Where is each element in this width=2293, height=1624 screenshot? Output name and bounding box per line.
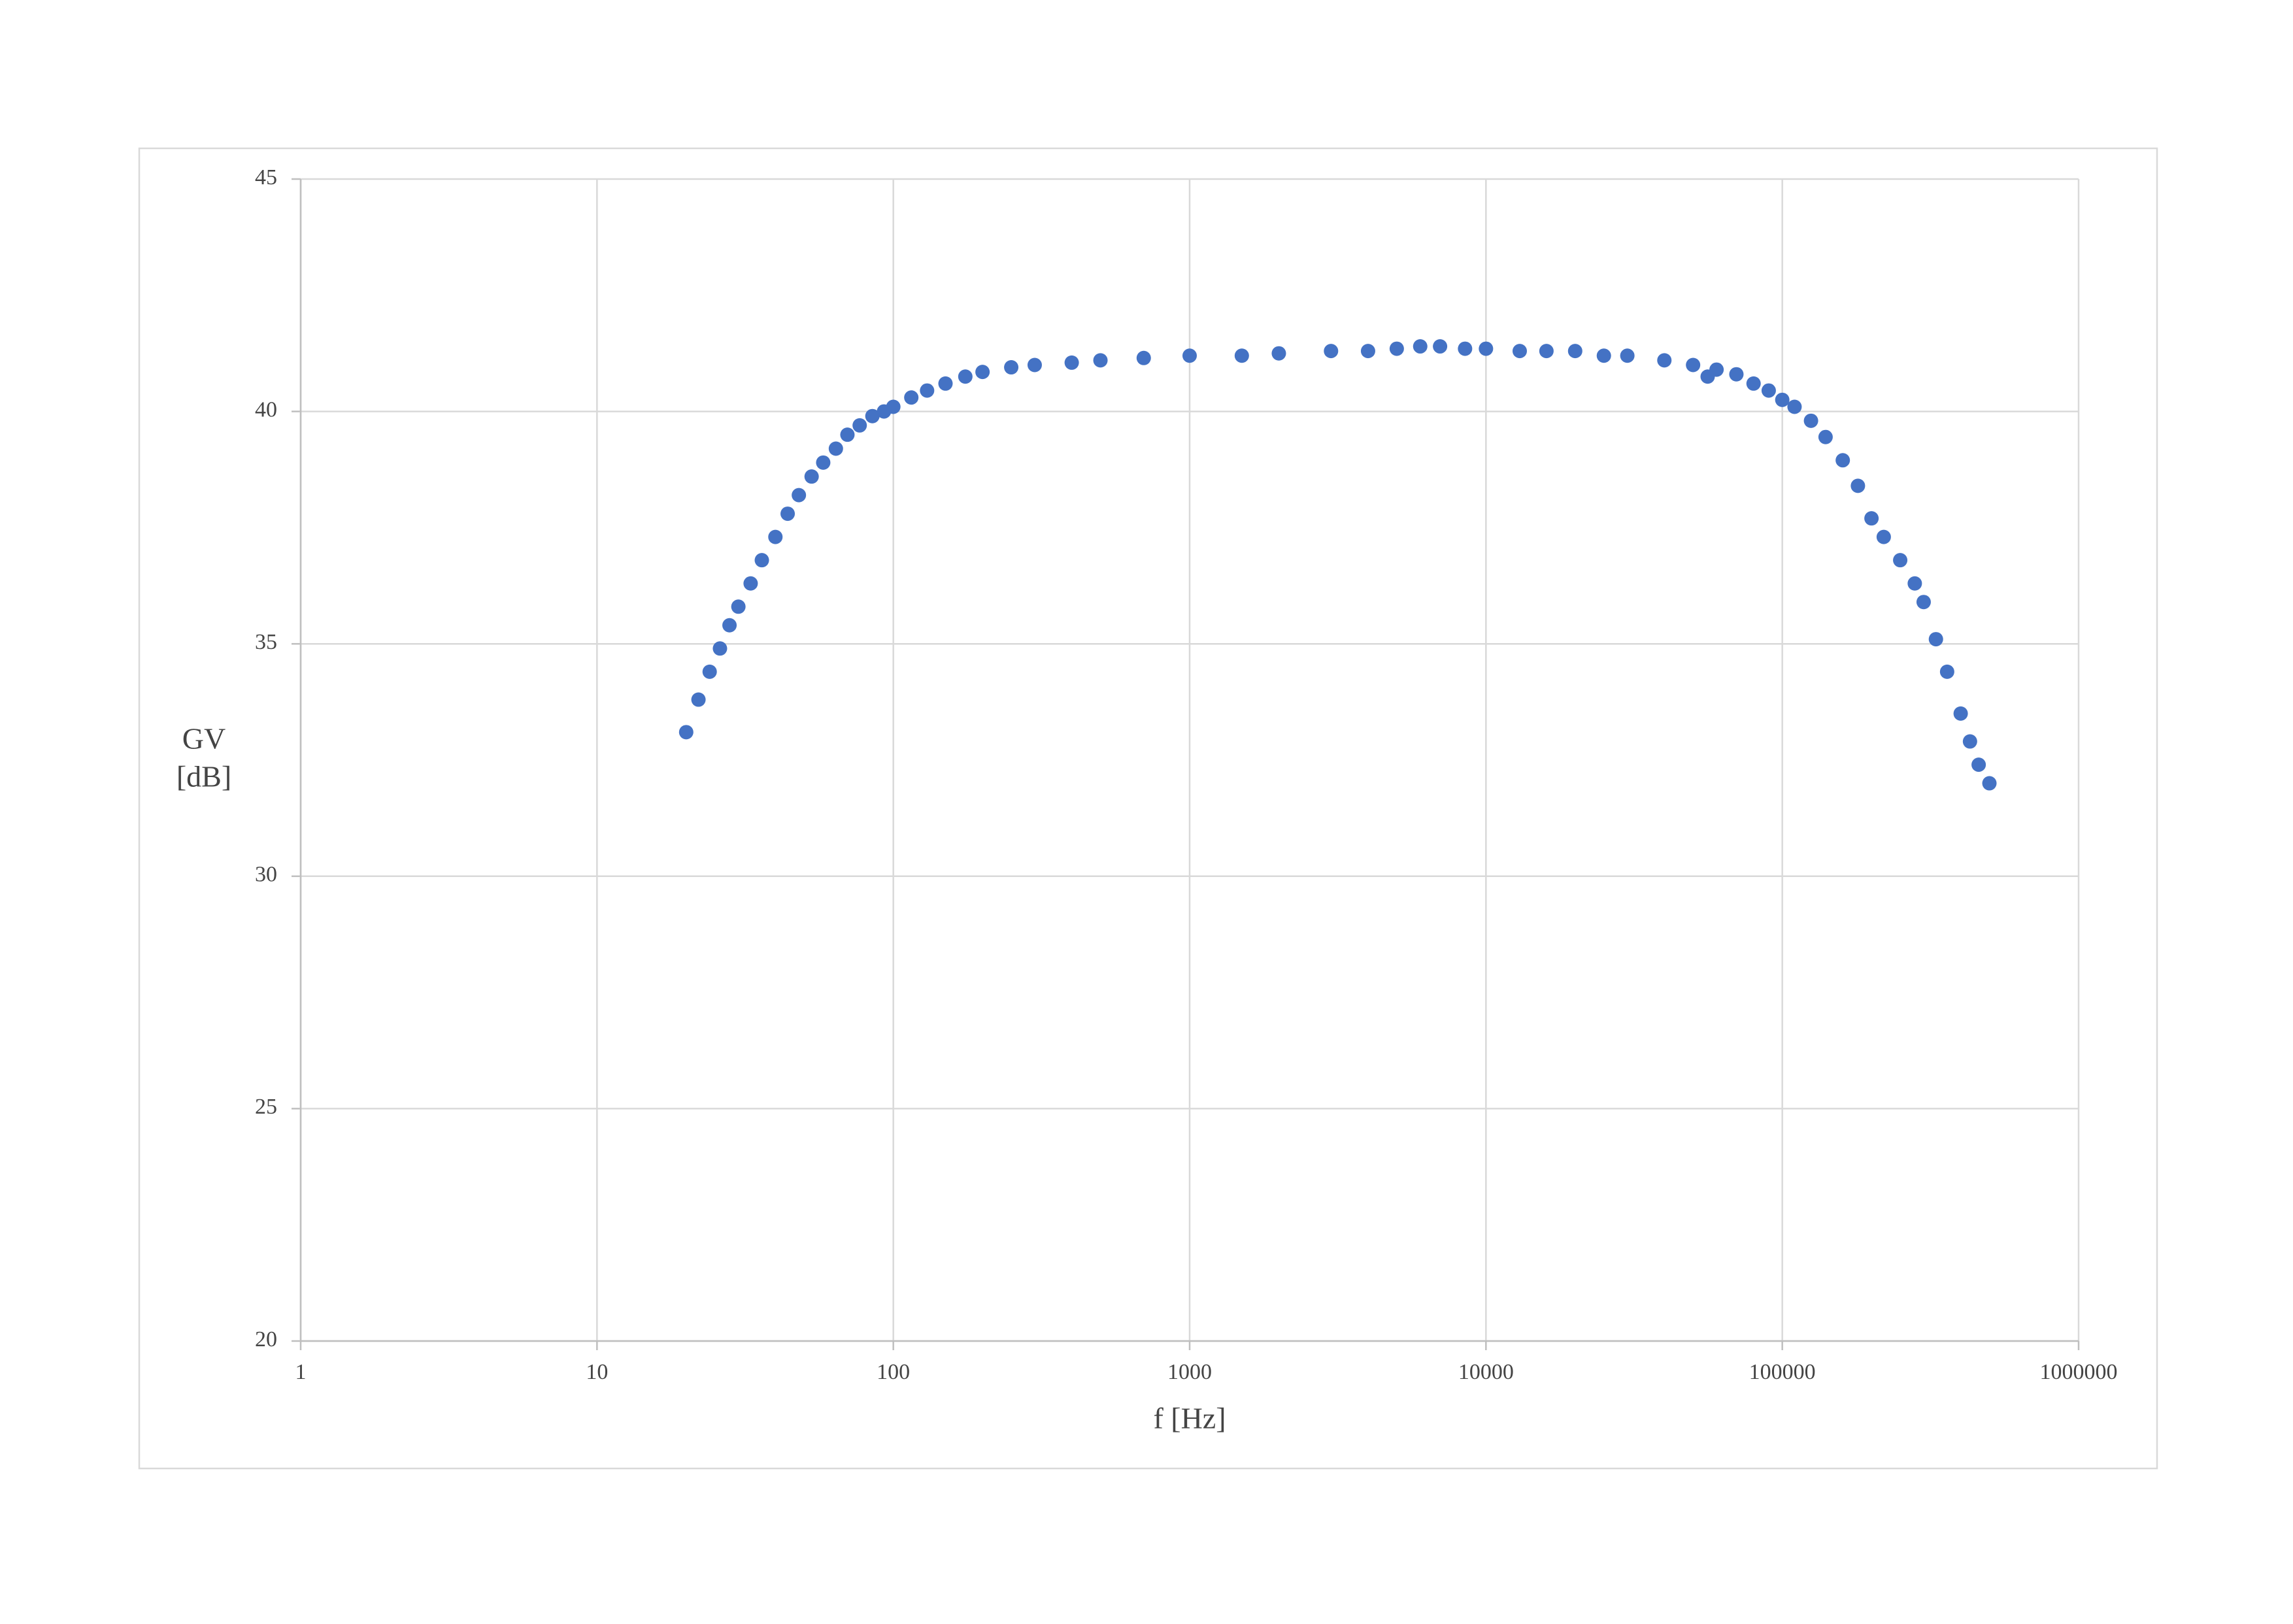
- point: [1876, 529, 1891, 544]
- point: [1864, 511, 1879, 526]
- point: [1479, 341, 1494, 356]
- point: [1596, 348, 1611, 363]
- point: [1982, 776, 1997, 791]
- point: [1850, 478, 1866, 493]
- point: [1433, 339, 1448, 354]
- point: [886, 399, 901, 414]
- point: [828, 441, 843, 456]
- point: [1939, 664, 1954, 679]
- point: [1413, 339, 1428, 354]
- point: [1729, 367, 1744, 382]
- point: [702, 664, 717, 679]
- point: [1746, 376, 1761, 391]
- y-tick-label: 40: [255, 397, 277, 422]
- point: [722, 618, 737, 633]
- point: [1775, 392, 1790, 407]
- point: [1271, 346, 1286, 361]
- x-tick-label: 100: [877, 1360, 910, 1384]
- point: [1787, 399, 1802, 414]
- point: [1512, 344, 1527, 359]
- point: [920, 383, 935, 398]
- point: [804, 469, 819, 484]
- point: [840, 427, 855, 442]
- y-tick-label: 30: [255, 863, 277, 887]
- point: [938, 376, 953, 391]
- x-axis-title: f [Hz]: [1153, 1402, 1226, 1435]
- point: [1657, 353, 1672, 368]
- y-tick-label: 25: [255, 1095, 277, 1119]
- point: [1953, 706, 1968, 721]
- y-tick-label: 35: [255, 630, 277, 654]
- point: [865, 408, 880, 423]
- point: [1234, 348, 1249, 363]
- point: [743, 576, 758, 591]
- point: [1971, 757, 1986, 772]
- point: [1027, 357, 1042, 373]
- point: [792, 488, 807, 503]
- point: [1182, 348, 1197, 363]
- point: [1539, 344, 1554, 359]
- x-tick-label: 10: [586, 1360, 608, 1384]
- point: [1928, 632, 1943, 647]
- y-axis-title: GV: [182, 722, 226, 755]
- y-tick-label: 20: [255, 1327, 277, 1351]
- point: [1835, 453, 1850, 468]
- point: [691, 692, 706, 707]
- point: [904, 390, 919, 405]
- point: [1761, 383, 1776, 398]
- point: [1360, 344, 1375, 359]
- point: [1818, 429, 1833, 444]
- point: [1093, 353, 1108, 368]
- x-tick-label: 1: [295, 1360, 307, 1384]
- y-axis-title: [dB]: [176, 760, 231, 793]
- point: [1136, 350, 1151, 365]
- point: [816, 455, 831, 470]
- point: [1458, 341, 1473, 356]
- point: [1803, 413, 1818, 428]
- point: [1907, 576, 1922, 591]
- point: [852, 418, 867, 433]
- point: [1893, 553, 1908, 568]
- y-tick-label: 45: [255, 165, 277, 190]
- point: [975, 365, 990, 380]
- point: [754, 553, 769, 568]
- point: [1324, 344, 1339, 359]
- x-tick-label: 1000: [1167, 1360, 1212, 1384]
- point: [1064, 355, 1079, 370]
- x-tick-label: 10000: [1458, 1360, 1514, 1384]
- point: [1916, 595, 1931, 610]
- point: [1567, 344, 1582, 359]
- point: [1962, 734, 1977, 749]
- x-tick-label: 100000: [1749, 1360, 1816, 1384]
- point: [1686, 357, 1701, 373]
- point: [958, 369, 973, 384]
- point: [768, 529, 783, 544]
- point: [678, 725, 694, 740]
- point: [731, 599, 746, 614]
- point: [1709, 362, 1724, 377]
- x-tick-label: 1000000: [2040, 1360, 2118, 1384]
- point: [780, 506, 795, 522]
- point: [712, 641, 728, 656]
- point: [1004, 360, 1019, 375]
- point: [1620, 348, 1635, 363]
- chart-area: [138, 147, 2158, 1470]
- point: [1389, 341, 1404, 356]
